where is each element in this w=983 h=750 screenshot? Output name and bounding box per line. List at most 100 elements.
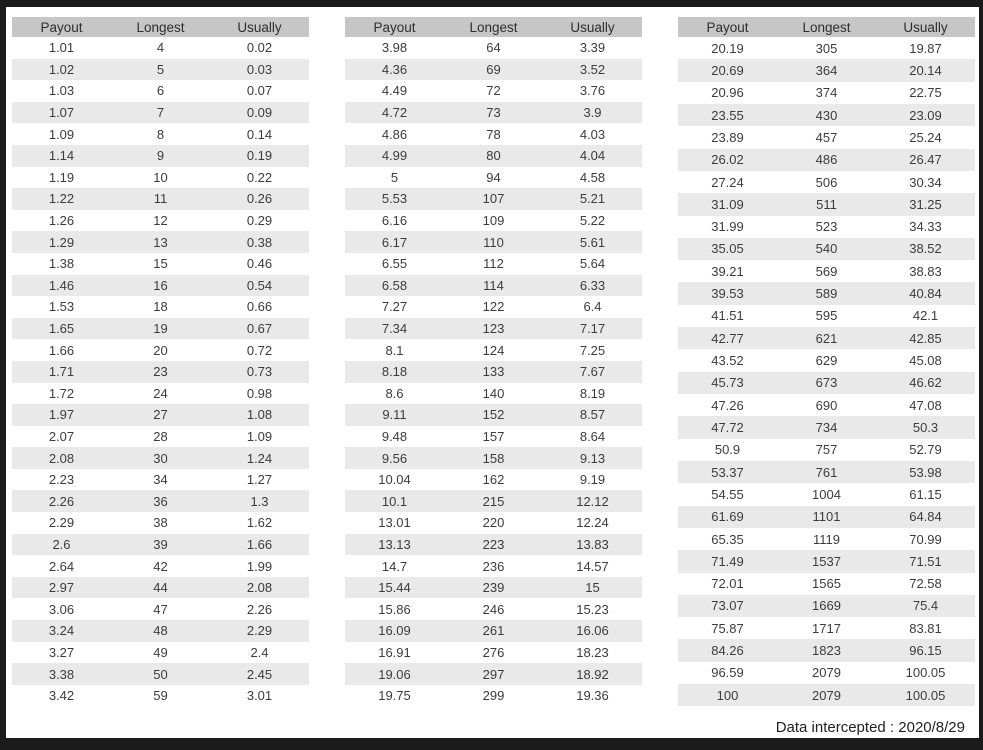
table-cell: 84.26: [711, 643, 744, 659]
table-cell: 1.38: [48, 256, 75, 272]
table-cell: 112: [483, 256, 504, 272]
table-row: 73.07 1669 75.4: [678, 594, 975, 618]
table-cell: 48: [153, 623, 168, 639]
table-row: 100 2079 100.05: [678, 684, 975, 707]
table-row: 1.02 5 0.03: [12, 58, 309, 81]
table-cell: 96.59: [711, 665, 744, 681]
table-cell: 27.24: [711, 174, 744, 190]
table-cell: 1669: [812, 598, 841, 614]
table-cell: 71.49: [711, 553, 744, 569]
table-cell: 23.55: [711, 107, 744, 123]
table-cell: 2.26: [48, 493, 75, 509]
table-cell: 15.44: [378, 580, 411, 596]
table-cell: 3.52: [579, 61, 606, 77]
table-cell: 31.99: [711, 219, 744, 235]
table-cell: 64.84: [909, 509, 942, 525]
table-cell: 0.38: [246, 234, 273, 250]
table-cell: 621: [815, 330, 838, 346]
column-header-usually: Usually: [210, 17, 309, 37]
table-cell: 457: [815, 129, 838, 145]
table-cell: 42: [153, 558, 168, 574]
table-cell: 26.47: [909, 152, 942, 168]
table-cell: 1.72: [48, 385, 75, 401]
table-cell: 34: [153, 472, 168, 488]
table-cell: 23.89: [711, 129, 744, 145]
table-cell: 690: [815, 397, 838, 413]
table-cell: 5: [390, 169, 399, 185]
table-row: 14.7 236 14.57: [345, 555, 642, 577]
table-cell: 1537: [812, 553, 841, 569]
table-cell: 25.24: [909, 129, 942, 145]
table-cell: 53.98: [909, 464, 942, 480]
table-row: 27.24 506 30.34: [678, 171, 975, 193]
table-cell: 430: [815, 107, 838, 123]
table-row: 42.77 621 42.85: [678, 327, 975, 350]
table-row: 26.02 486 26.47: [678, 148, 975, 171]
table-cell: 1.01: [48, 40, 75, 56]
table-cell: 4.36: [381, 61, 408, 77]
table-row: 50.9 757 52.79: [678, 439, 975, 461]
table-cell: 83.81: [909, 620, 942, 636]
table-row: 10.1 215 12.12: [345, 490, 642, 513]
table-row: 72.01 1565 72.58: [678, 573, 975, 595]
table-cell: 4.49: [381, 83, 408, 99]
table-cell: 3.39: [579, 40, 606, 56]
table-cell: 9.13: [579, 450, 606, 466]
table-cell: 1.26: [48, 213, 75, 229]
table-cell: 2.97: [48, 580, 75, 596]
table-cell: 61.69: [711, 509, 744, 525]
table-row: 4.86 78 4.03: [345, 123, 642, 145]
table-cell: 2.45: [246, 666, 273, 682]
table-cell: 39: [153, 536, 168, 552]
table-cell: 6.33: [579, 277, 606, 293]
table-cell: 24: [153, 385, 168, 401]
table-cell: 110: [483, 234, 504, 250]
table-cell: 22.75: [909, 85, 942, 101]
table-row: 1.01 4 0.02: [12, 37, 309, 59]
table-cell: 2.08: [48, 450, 75, 466]
table-cell: 1.02: [48, 61, 75, 77]
tables-container: Payout Longest Usually 1.01 4 0.02 1.02 5 0.0…: [6, 7, 979, 707]
table-cell: 4: [156, 40, 165, 56]
table-cell: 10.04: [378, 472, 411, 488]
table-row: 3.27 49 2.4: [12, 642, 309, 664]
table-cell: 8.18: [381, 364, 408, 380]
table-row: 54.55 1004 61.15: [678, 483, 975, 505]
table-cell: 0.26: [246, 191, 273, 207]
table-row: 2.6 39 1.66: [12, 533, 309, 556]
table-body: 1.01 4 0.02 1.02 5 0.03 1.03 6 0.07 1.07 7 0.09 1.09…: [12, 37, 309, 706]
table-cell: 299: [482, 688, 505, 704]
table-cell: 12.12: [576, 493, 609, 509]
table-cell: 1.14: [48, 148, 75, 164]
table-cell: 40.84: [909, 286, 942, 302]
table-cell: 1.97: [48, 407, 75, 423]
table-cell: 673: [815, 375, 838, 391]
table-cell: 0.07: [246, 83, 273, 99]
table-cell: 9: [156, 148, 165, 164]
table-cell: 23.09: [909, 107, 942, 123]
table-cell: 8.19: [579, 385, 606, 401]
table-cell: 1.19: [48, 169, 75, 185]
table-cell: 5.21: [579, 191, 606, 207]
table-cell: 2.64: [48, 558, 75, 574]
table-cell: 42.77: [711, 330, 744, 346]
table-row: 31.99 523 34.33: [678, 216, 975, 238]
table-cell: 1565: [812, 576, 841, 592]
table-cell: 70.99: [909, 531, 942, 547]
table-cell: 158: [482, 450, 505, 466]
table-cell: 96.15: [909, 643, 942, 659]
table-cell: 30.34: [909, 174, 942, 190]
table-cell: 220: [482, 515, 505, 531]
table-cell: 122: [482, 299, 505, 315]
table-cell: 140: [482, 385, 505, 401]
table-row: 96.59 2079 100.05: [678, 662, 975, 684]
table-row: 1.14 9 0.19: [12, 144, 309, 167]
table-cell: 45.73: [711, 375, 744, 391]
table-cell: 261: [482, 623, 505, 639]
column-header-payout: Payout: [12, 17, 111, 37]
table-cell: 18.92: [576, 666, 609, 682]
table-cell: 13.01: [378, 515, 411, 531]
table-cell: 734: [815, 419, 838, 435]
table-cell: 9.19: [579, 472, 606, 488]
table-cell: 6.58: [381, 277, 408, 293]
